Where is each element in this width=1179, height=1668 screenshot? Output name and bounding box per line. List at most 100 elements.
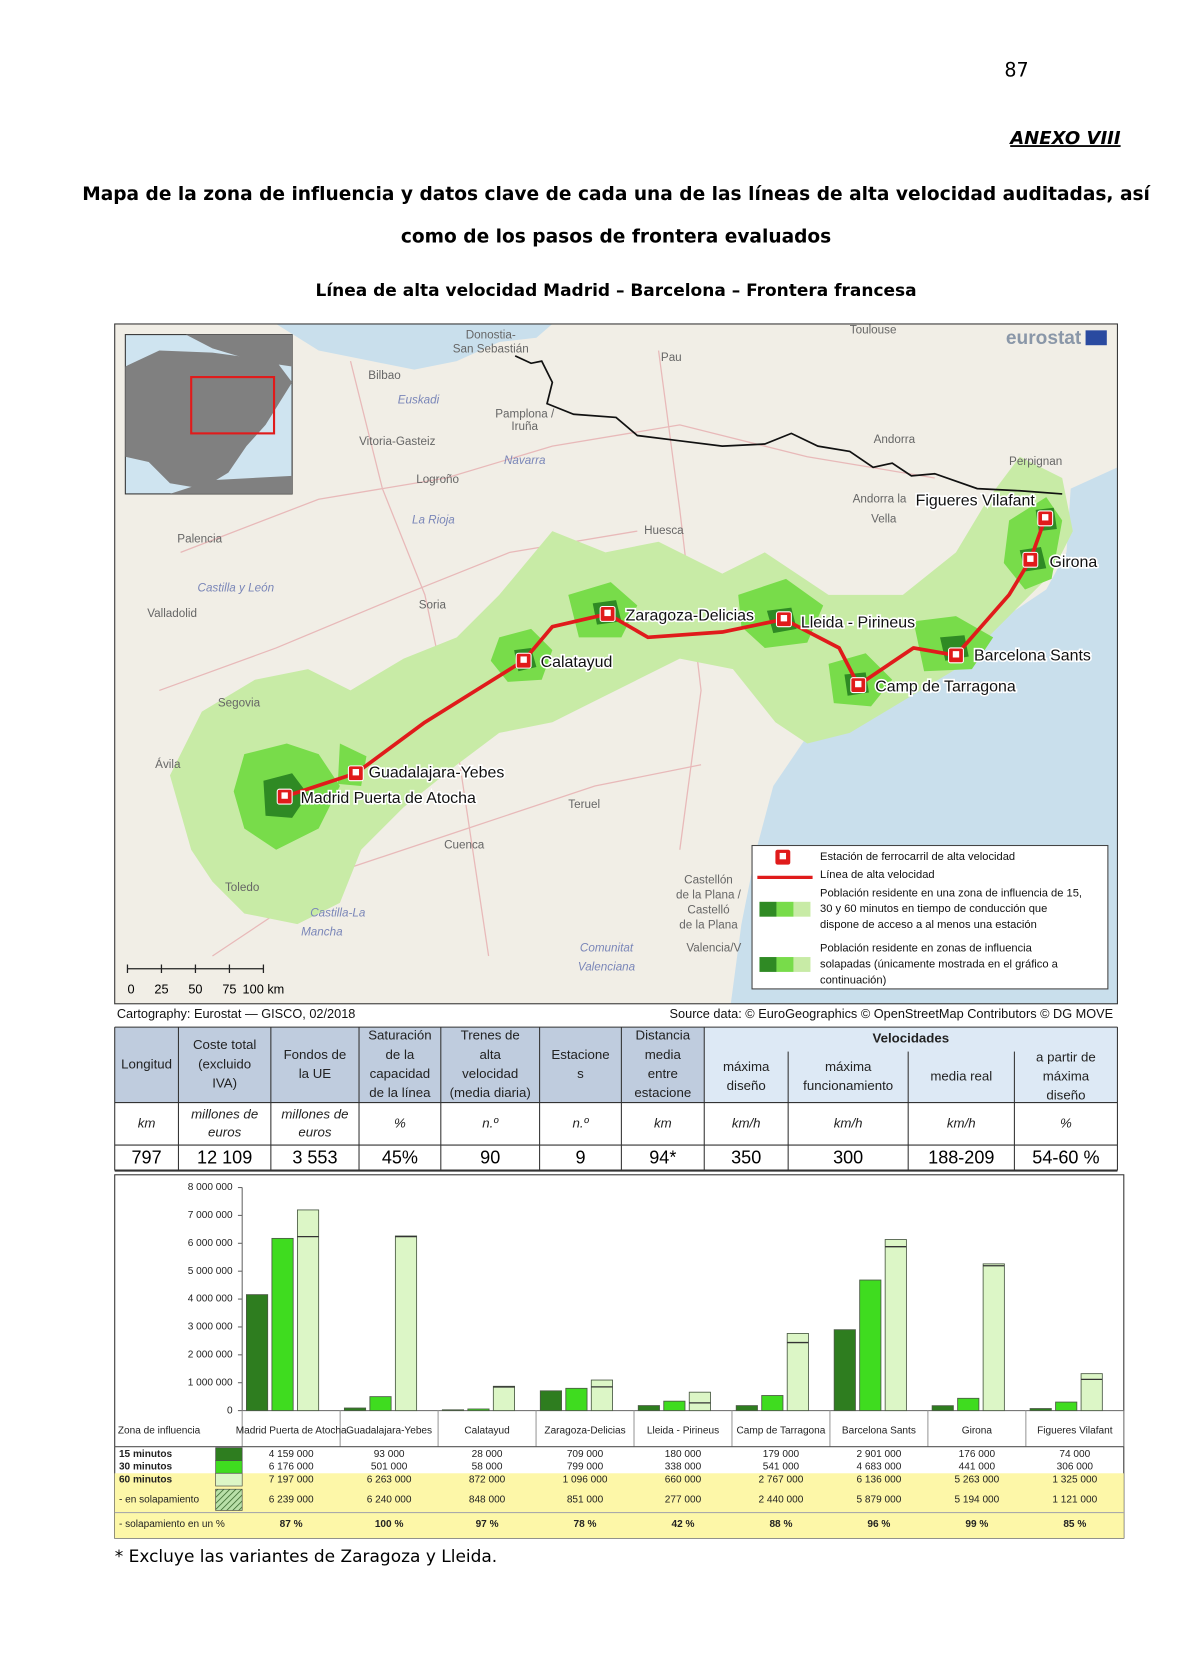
overlap-percent: 100 % bbox=[375, 1519, 404, 1530]
legend-swatch bbox=[793, 901, 811, 917]
table-header: Trenes de bbox=[461, 1028, 520, 1043]
bar bbox=[833, 1329, 856, 1412]
table-unit: % bbox=[394, 1115, 406, 1130]
table-header: entre bbox=[648, 1066, 678, 1081]
map: Madrid Puerta de Atocha Guadalajara-Yebes… bbox=[114, 323, 1118, 1004]
value-label: 1 325 000 bbox=[1052, 1474, 1097, 1485]
table-value: 350 bbox=[731, 1148, 761, 1168]
value-label: 6 240 000 bbox=[367, 1494, 412, 1505]
x-tick-label: Zaragoza-Delicias bbox=[544, 1425, 625, 1436]
inset-africa bbox=[169, 475, 293, 494]
place-label: San Sebastián bbox=[453, 343, 529, 356]
station-label: Figueres Vilafant bbox=[916, 493, 1036, 510]
source-credit: Source data: © EuroGeographics © OpenStr… bbox=[670, 1006, 1114, 1021]
bar bbox=[735, 1405, 758, 1412]
table-header: Saturación bbox=[368, 1028, 431, 1043]
table-unit: millones de bbox=[191, 1106, 258, 1121]
table-header: máxima bbox=[825, 1059, 872, 1074]
legend-swatch bbox=[793, 957, 811, 972]
y-tick-label: 4 000 000 bbox=[188, 1294, 233, 1305]
table-header: la UE bbox=[299, 1066, 332, 1081]
value-label: 872 000 bbox=[469, 1474, 506, 1485]
table-unit: euros bbox=[208, 1124, 242, 1139]
bar bbox=[369, 1396, 392, 1412]
series-name: - solapamiento en un % bbox=[119, 1519, 225, 1530]
table-value: 797 bbox=[132, 1148, 162, 1168]
place-label: Castellón bbox=[684, 874, 733, 887]
table-header: alta bbox=[480, 1047, 502, 1062]
table-header: Fondos de bbox=[284, 1047, 347, 1062]
bar bbox=[590, 1379, 613, 1412]
place-label: Soria bbox=[419, 599, 447, 612]
value-label: 180 000 bbox=[665, 1449, 702, 1460]
legend-text: 30 y 60 minutos en tiempo de conducción … bbox=[820, 903, 1047, 915]
station-icon bbox=[1042, 514, 1049, 521]
place-label: Euskadi bbox=[398, 394, 440, 407]
series-name: 30 minutos bbox=[119, 1462, 173, 1473]
value-label: 6 239 000 bbox=[269, 1494, 314, 1505]
value-label: 2 440 000 bbox=[759, 1494, 804, 1505]
value-label: 74 000 bbox=[1059, 1449, 1090, 1460]
bar bbox=[761, 1395, 784, 1412]
table-unit: km/h bbox=[834, 1115, 863, 1130]
table-unit: n.º bbox=[482, 1115, 499, 1130]
series-name: 15 minutos bbox=[119, 1449, 173, 1460]
table-header: (excluido bbox=[198, 1056, 251, 1071]
place-label: Logroño bbox=[416, 473, 459, 486]
bar bbox=[859, 1279, 882, 1412]
overlap-percent: 78 % bbox=[574, 1519, 597, 1530]
table-value: 94* bbox=[649, 1148, 676, 1168]
bar bbox=[688, 1391, 711, 1412]
bar bbox=[246, 1294, 269, 1412]
station-icon bbox=[352, 769, 360, 776]
table-header: velocidad bbox=[462, 1066, 518, 1081]
table-value: 45% bbox=[382, 1148, 418, 1168]
value-label: 5 194 000 bbox=[954, 1494, 999, 1505]
table-unit: n.º bbox=[573, 1115, 590, 1130]
value-label: 541 000 bbox=[763, 1462, 800, 1473]
bar bbox=[786, 1333, 809, 1412]
place-label: Comunitat bbox=[580, 942, 634, 955]
bar bbox=[394, 1235, 418, 1412]
y-tick-label: 1 000 000 bbox=[188, 1377, 233, 1388]
bar bbox=[884, 1239, 907, 1412]
legend-swatch bbox=[215, 1460, 243, 1474]
places: Donostia-San Sebastián Toulouse Pau Bilbao E… bbox=[147, 323, 1062, 974]
title-line: como de los pasos de frontera evaluados bbox=[401, 226, 831, 247]
bar bbox=[1080, 1373, 1103, 1412]
table-value: 9 bbox=[575, 1148, 585, 1168]
value-label: 6 136 000 bbox=[856, 1474, 901, 1485]
scale-label: 0 bbox=[127, 981, 134, 996]
table-header: de la bbox=[386, 1047, 415, 1062]
station-icon bbox=[604, 609, 611, 617]
legend-swatch bbox=[215, 1472, 243, 1487]
value-label: 58 000 bbox=[472, 1462, 503, 1473]
station-label: Guadalajara-Yebes bbox=[369, 764, 505, 781]
bar bbox=[957, 1397, 980, 1412]
value-label: 851 000 bbox=[567, 1494, 604, 1505]
zone-30 bbox=[233, 497, 1063, 850]
table-header: máxima bbox=[723, 1059, 770, 1074]
border bbox=[514, 355, 1063, 495]
table-header: a partir de bbox=[1036, 1049, 1096, 1064]
x-tick-label: Madrid Puerta de Atocha bbox=[236, 1425, 347, 1436]
map-frame bbox=[114, 323, 1118, 1005]
scale-label: 75 bbox=[222, 981, 236, 996]
series-name: - en solapamiento bbox=[119, 1494, 200, 1505]
table-header: media bbox=[645, 1047, 682, 1062]
y-tick-label: 8 000 000 bbox=[188, 1182, 233, 1193]
bar bbox=[539, 1390, 562, 1412]
bar bbox=[931, 1405, 954, 1412]
scale-bar bbox=[126, 964, 265, 973]
place-label: Toulouse bbox=[850, 323, 897, 336]
legend-station-icon bbox=[779, 852, 787, 860]
place-label: Andorra la bbox=[853, 492, 907, 505]
table-header: de la línea bbox=[369, 1085, 431, 1100]
value-label: 799 000 bbox=[567, 1462, 604, 1473]
legend-text: Población residente en una zona de influ… bbox=[820, 887, 1082, 899]
table-unit: % bbox=[1060, 1115, 1072, 1130]
overlap-percent: 87 % bbox=[280, 1519, 303, 1530]
table-group-header: Velocidades bbox=[872, 1030, 949, 1045]
